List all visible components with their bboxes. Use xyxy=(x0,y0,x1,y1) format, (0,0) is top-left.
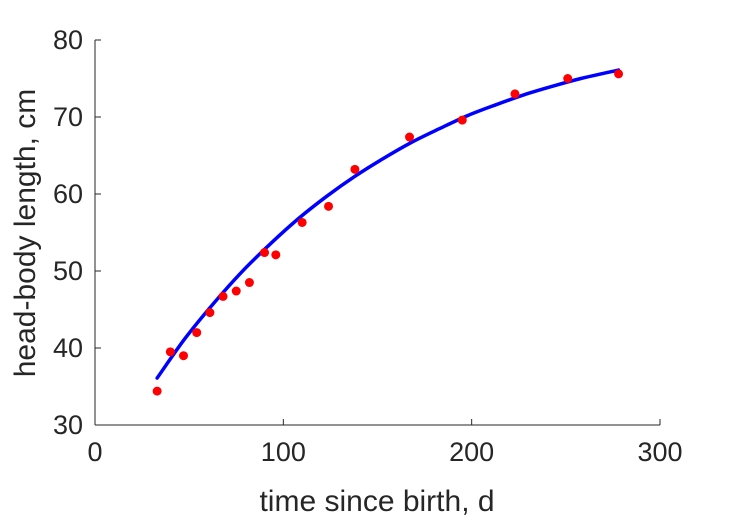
data-point xyxy=(324,201,334,211)
data-point xyxy=(350,164,360,174)
x-tick-labels: 0 100 200 300 xyxy=(87,437,682,467)
data-point xyxy=(260,248,269,258)
axes xyxy=(94,40,660,426)
data-point xyxy=(457,115,467,125)
x-tick-label: 300 xyxy=(637,437,682,467)
x-axis-title: time since birth, d xyxy=(259,485,494,518)
data-point xyxy=(614,69,624,79)
data-point xyxy=(510,89,520,99)
tick-marks xyxy=(94,39,661,426)
data-point xyxy=(152,386,162,396)
data-point xyxy=(165,347,175,357)
data-point xyxy=(563,74,573,83)
y-tick-label: 30 xyxy=(53,410,83,440)
data-point xyxy=(297,217,307,227)
data-point xyxy=(205,308,215,318)
data-point xyxy=(218,291,228,301)
plot-series xyxy=(152,68,624,396)
data-point xyxy=(179,351,189,361)
y-axis-title: head-body length, cm xyxy=(9,89,42,378)
x-tick-label: 100 xyxy=(261,437,306,467)
y-tick-label: 60 xyxy=(53,179,83,209)
y-tick-labels: 30 40 50 60 70 80 xyxy=(53,25,83,440)
x-tick-label: 200 xyxy=(449,437,494,467)
y-tick-label: 40 xyxy=(53,333,83,363)
y-tick-label: 80 xyxy=(53,25,83,55)
data-point xyxy=(231,286,241,296)
y-tick-label: 50 xyxy=(53,256,83,286)
data-point xyxy=(271,250,281,260)
fit-curve-line xyxy=(155,68,621,380)
y-tick-label: 70 xyxy=(53,102,83,132)
data-point xyxy=(405,132,415,142)
data-point xyxy=(192,328,202,338)
x-tick-label: 0 xyxy=(87,437,102,467)
data-point xyxy=(244,278,254,288)
